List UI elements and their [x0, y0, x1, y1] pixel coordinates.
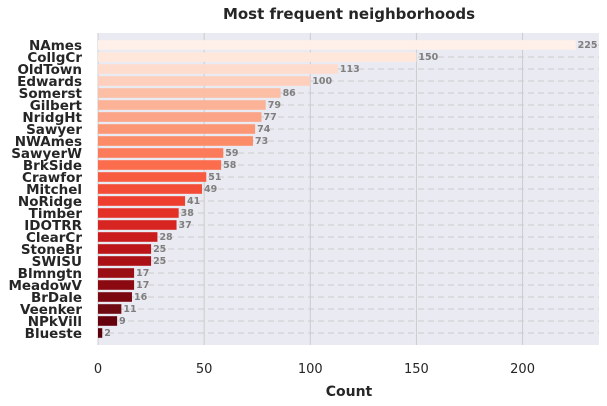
bar — [98, 52, 417, 62]
bar — [98, 184, 203, 194]
category-label: Crawfor — [22, 170, 82, 186]
category-label: BrkSide — [23, 158, 82, 174]
value-label: 37 — [179, 220, 192, 231]
value-label: 58 — [223, 160, 237, 171]
bar — [98, 208, 179, 218]
value-label: 17 — [136, 268, 149, 279]
x-tick-label: 200 — [510, 362, 535, 377]
value-label: 16 — [134, 292, 148, 303]
category-label: Edwards — [17, 74, 82, 90]
value-label: 86 — [283, 88, 297, 99]
category-label: SWISU — [32, 254, 82, 270]
value-label: 25 — [153, 244, 166, 255]
bar — [98, 316, 118, 326]
category-label: Gilbert — [30, 98, 83, 114]
bar — [98, 268, 135, 278]
bar — [98, 160, 222, 170]
value-label: 38 — [181, 208, 195, 219]
value-label: 41 — [187, 196, 200, 207]
category-label: NWAmes — [15, 134, 82, 150]
x-tick-label: 0 — [94, 362, 102, 377]
category-label: Blmngtn — [18, 266, 82, 282]
category-label: Blueste — [25, 326, 82, 342]
bar — [98, 76, 311, 86]
value-label: 51 — [208, 172, 221, 183]
value-label: 150 — [418, 52, 438, 63]
category-label: NoRidge — [18, 194, 82, 210]
value-label: 11 — [123, 304, 136, 315]
category-label: IDOTRR — [24, 218, 82, 234]
value-label: 9 — [119, 316, 126, 327]
x-tick-labels: 0 50 100 150 200 — [94, 362, 535, 377]
category-label: StoneBr — [21, 242, 83, 258]
value-label: 25 — [153, 256, 166, 267]
category-label: ClearCr — [26, 230, 82, 246]
x-axis-label: Count — [326, 384, 373, 400]
category-label: OldTown — [17, 62, 82, 78]
value-label: 225 — [578, 40, 598, 51]
bar — [98, 124, 256, 134]
bar — [98, 292, 132, 302]
bar — [98, 232, 158, 242]
value-label: 73 — [255, 136, 268, 147]
value-label: 59 — [225, 148, 238, 159]
category-label: BrDale — [31, 290, 82, 306]
bar — [98, 100, 266, 110]
category-label: NAmes — [29, 38, 82, 54]
bar — [98, 304, 122, 314]
bar — [98, 148, 224, 158]
bar — [98, 280, 135, 290]
category-labels: NAmesCollgCrOldTownEdwardsSomerstGilbert… — [8, 38, 82, 342]
value-label: 28 — [159, 232, 173, 243]
category-label: Mitchel — [26, 182, 82, 198]
category-label: MeadowV — [8, 278, 82, 294]
x-tick-label: 150 — [404, 362, 429, 377]
bar — [98, 328, 103, 338]
bar — [98, 220, 177, 230]
category-label: Veenker — [20, 302, 82, 318]
bar — [98, 40, 576, 50]
value-label: 2 — [104, 328, 111, 339]
bars — [98, 40, 576, 338]
value-label: 113 — [340, 64, 360, 75]
category-label: Somerst — [19, 86, 83, 102]
value-label: 17 — [136, 280, 149, 291]
category-label: SawyerW — [11, 146, 82, 162]
value-label: 49 — [204, 184, 217, 195]
category-label: Timber — [29, 206, 83, 222]
bar — [98, 112, 262, 122]
bar — [98, 64, 338, 74]
category-label: NridgHt — [22, 110, 82, 126]
value-label: 74 — [257, 124, 271, 135]
bar — [98, 136, 253, 146]
category-label: NPkVill — [28, 314, 82, 330]
value-label: 77 — [263, 112, 276, 123]
bar — [98, 196, 186, 206]
bar — [98, 244, 152, 254]
chart-title: Most frequent neighborhoods — [223, 5, 475, 23]
bar — [98, 88, 281, 98]
bar — [98, 172, 207, 182]
x-tick-label: 100 — [298, 362, 323, 377]
category-label: CollgCr — [27, 50, 82, 66]
value-labels: 2251501131008679777473595851494138372825… — [104, 40, 597, 339]
category-label: Sawyer — [26, 122, 82, 138]
value-label: 100 — [312, 76, 332, 87]
bar — [98, 256, 152, 266]
x-tick-label: 50 — [196, 362, 213, 377]
value-label: 79 — [268, 100, 281, 111]
